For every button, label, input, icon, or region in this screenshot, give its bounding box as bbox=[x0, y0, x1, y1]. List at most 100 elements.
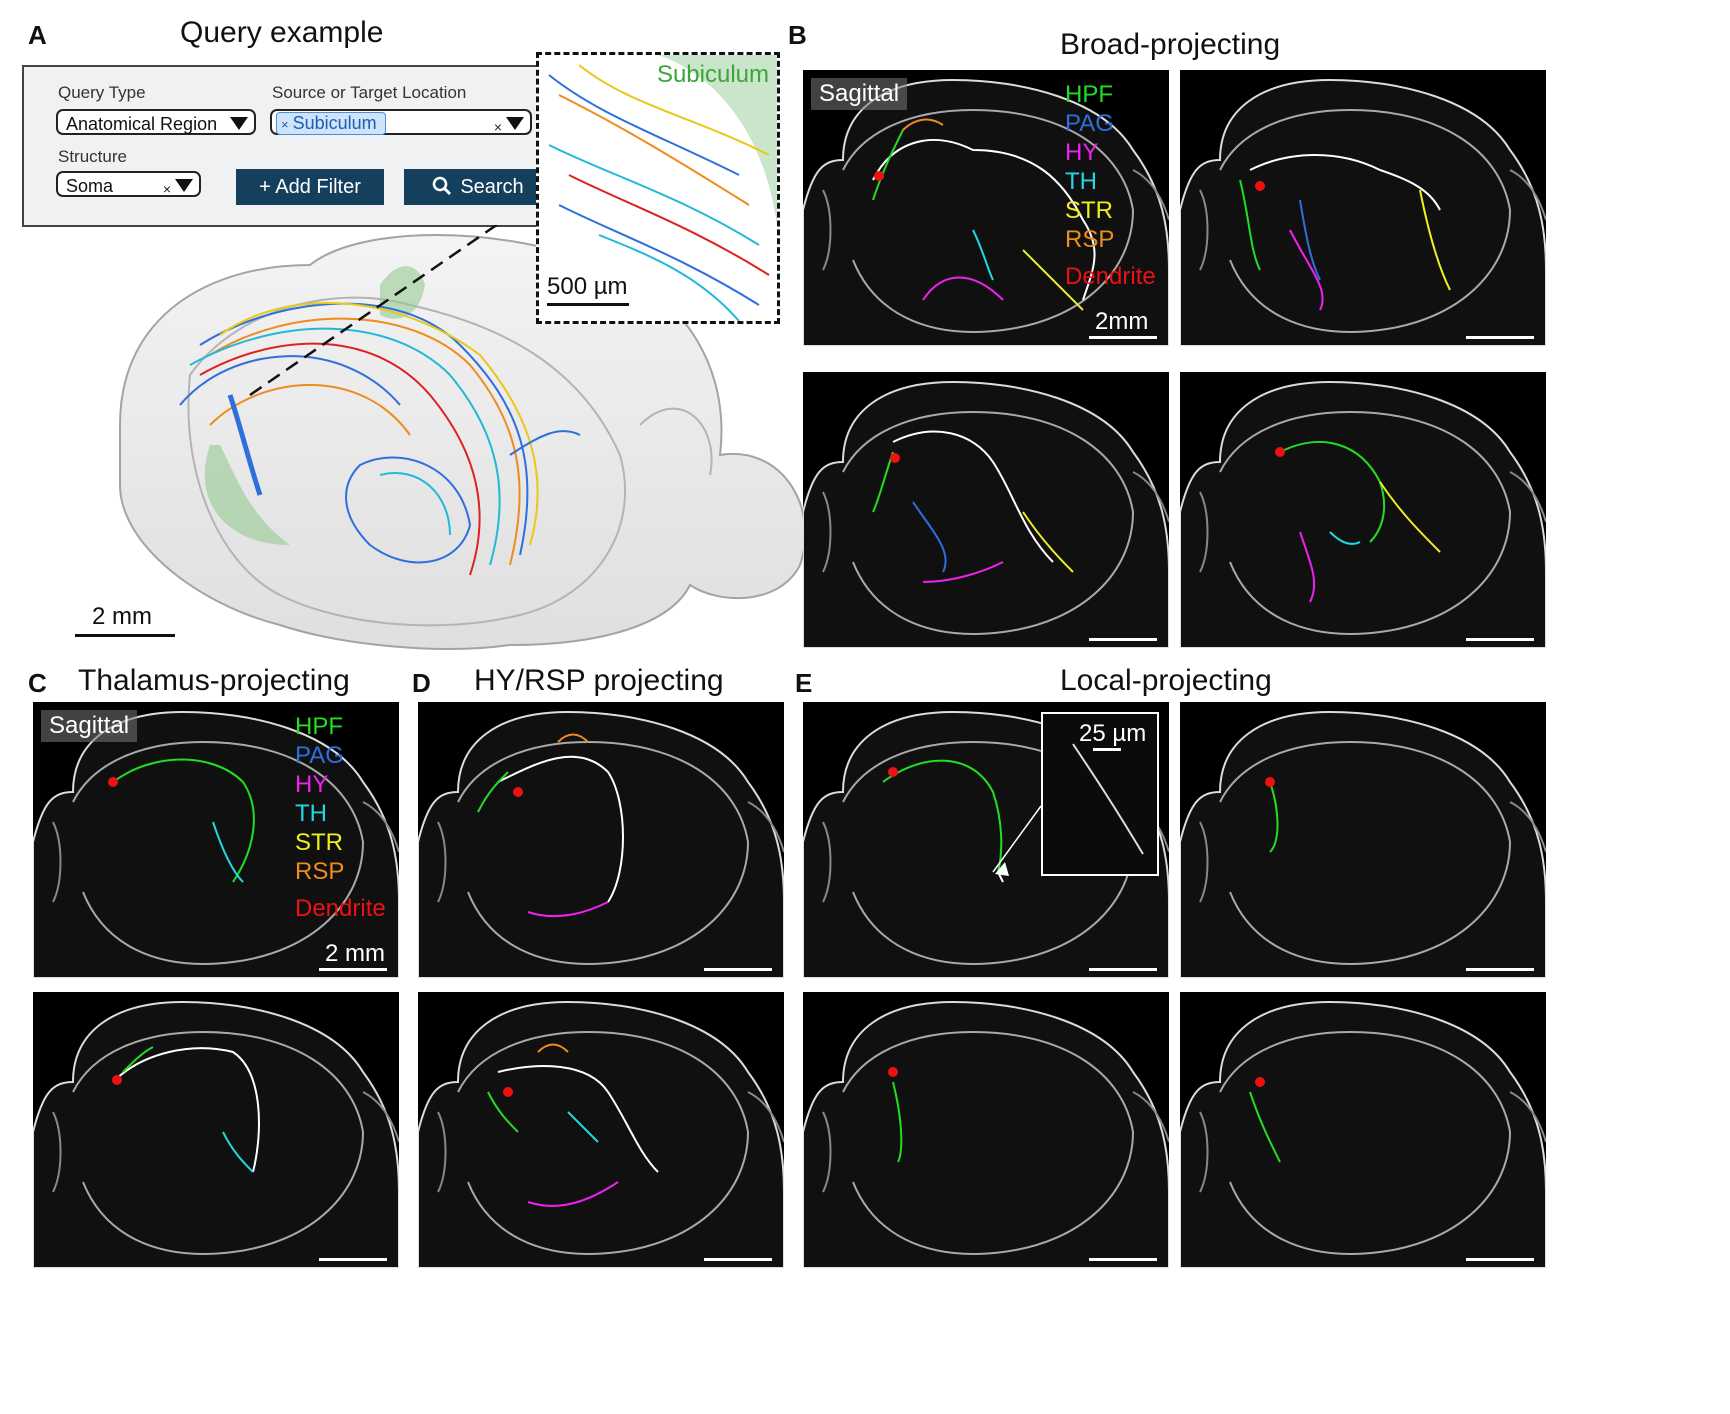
legend-hy: HY bbox=[1065, 139, 1099, 166]
legend-pag: PAG bbox=[295, 742, 344, 769]
hy-rsp-projecting-neuron-1 bbox=[418, 702, 784, 978]
location-label: Source or Target Location bbox=[272, 83, 467, 102]
legend-pag: PAG bbox=[1065, 110, 1114, 137]
neuron-trace bbox=[487, 1043, 659, 1207]
broad-projecting-neuron-4 bbox=[1180, 372, 1546, 648]
neuron-trace bbox=[1275, 441, 1441, 603]
scale-bar bbox=[704, 968, 772, 971]
legend: HPF PAG HY TH STR RSP Dendrite bbox=[1065, 80, 1156, 291]
legend-dendrite: Dendrite bbox=[1065, 263, 1156, 290]
structure-label: Structure bbox=[58, 147, 127, 166]
panel-d-title: HY/RSP projecting bbox=[474, 664, 724, 697]
search-icon bbox=[433, 176, 452, 196]
chevron-down-icon bbox=[175, 179, 193, 192]
query-form: Query Type Anatomical Region Source or T… bbox=[22, 65, 578, 227]
chevron-down-icon bbox=[506, 117, 524, 130]
panel-d-letter: D bbox=[412, 668, 431, 698]
broad-projecting-neuron-2 bbox=[1180, 70, 1546, 346]
brain-3d-figure bbox=[119, 225, 807, 650]
neuron-traces bbox=[179, 302, 581, 576]
hy-rsp-projecting-neuron-2 bbox=[418, 992, 784, 1268]
axon-zoom-inset: 25 µm bbox=[1041, 712, 1159, 876]
local-projecting-neuron-2 bbox=[1180, 702, 1546, 978]
neuron-trace bbox=[872, 118, 1096, 311]
view-label: Sagittal bbox=[41, 710, 138, 742]
broad-projecting-neuron-3 bbox=[803, 372, 1169, 648]
structure-select[interactable]: Soma × bbox=[56, 171, 201, 197]
view-label: Sagittal bbox=[811, 78, 908, 110]
chip-remove-icon[interactable]: × bbox=[281, 117, 289, 132]
scale-bar bbox=[1466, 638, 1534, 641]
inset-region-label: Subiculum bbox=[656, 61, 769, 88]
clear-icon[interactable]: × bbox=[162, 181, 171, 197]
scale-bar bbox=[1466, 1258, 1534, 1261]
search-label: Search bbox=[460, 176, 524, 198]
neuron-trace bbox=[1239, 154, 1451, 311]
scale-label: 2 mm bbox=[325, 940, 385, 967]
scale-bar bbox=[1089, 638, 1157, 641]
structure-value: Soma bbox=[66, 176, 114, 196]
add-filter-button[interactable]: + Add Filter bbox=[236, 169, 384, 205]
scale-label: 2mm bbox=[1095, 308, 1149, 335]
legend-str: STR bbox=[1065, 197, 1113, 224]
panel-c-title: Thalamus-projecting bbox=[78, 664, 350, 697]
neuron-trace bbox=[1249, 1077, 1281, 1163]
legend-hpf: HPF bbox=[1065, 81, 1113, 108]
scale-bar bbox=[1089, 1258, 1157, 1261]
local-projecting-neuron-1: 25 µm bbox=[803, 702, 1169, 978]
neuron-trace bbox=[108, 758, 255, 883]
inset-scale-bar bbox=[1093, 748, 1121, 751]
chevron-down-icon bbox=[230, 117, 248, 130]
neuron-trace bbox=[882, 759, 1042, 883]
inset-scale-bar bbox=[547, 303, 629, 306]
scale-bar bbox=[1089, 336, 1157, 339]
scale-bar bbox=[704, 1258, 772, 1261]
subiculum-region-top bbox=[380, 266, 425, 319]
neuron-trace bbox=[1265, 777, 1279, 853]
scale-bar bbox=[319, 1258, 387, 1261]
panel-c-letter: C bbox=[28, 668, 47, 698]
subiculum-region bbox=[204, 445, 290, 545]
scale-bar bbox=[1089, 968, 1157, 971]
panel-a-title: Query example bbox=[180, 16, 384, 49]
clear-icon[interactable]: × bbox=[493, 119, 502, 135]
legend-rsp: RSP bbox=[1065, 226, 1115, 253]
subiculum-inset: Subiculum 500 µm bbox=[536, 52, 780, 324]
thalamus-projecting-neuron-1: Sagittal HPF PAG HY TH STR RSP Dendrite … bbox=[33, 702, 399, 978]
inset-scale-label: 500 µm bbox=[547, 273, 628, 300]
legend-rsp: RSP bbox=[295, 858, 345, 885]
query-type-select[interactable]: Anatomical Region bbox=[56, 109, 256, 135]
panel-b-title: Broad-projecting bbox=[1060, 28, 1281, 61]
location-chip-label: Subiculum bbox=[292, 113, 377, 133]
location-chip[interactable]: × Subiculum bbox=[276, 112, 386, 135]
inset-scale-label: 25 µm bbox=[1079, 720, 1147, 747]
panel-a-scale-label: 2 mm bbox=[92, 603, 152, 630]
scale-bar bbox=[319, 968, 387, 971]
legend-th: TH bbox=[295, 800, 327, 827]
thalamus-projecting-neuron-2 bbox=[33, 992, 399, 1268]
scale-bar bbox=[1466, 336, 1534, 339]
legend: HPF PAG HY TH STR RSP Dendrite bbox=[295, 712, 386, 923]
search-button[interactable]: Search bbox=[404, 169, 552, 205]
scale-bar bbox=[1466, 968, 1534, 971]
panel-e-letter: E bbox=[795, 668, 813, 698]
query-type-value: Anatomical Region bbox=[66, 114, 218, 134]
legend-dendrite: Dendrite bbox=[295, 895, 386, 922]
panel-e-title: Local-projecting bbox=[1060, 664, 1272, 697]
location-select[interactable]: × Subiculum × bbox=[270, 109, 532, 135]
panel-a-scale-bar bbox=[75, 634, 175, 637]
panel-a-letter: A bbox=[28, 20, 47, 50]
local-projecting-neuron-3 bbox=[803, 992, 1169, 1268]
neuron-trace bbox=[112, 1046, 260, 1173]
legend-th: TH bbox=[1065, 168, 1097, 195]
broad-projecting-neuron-1: Sagittal HPF PAG HY TH STR RSP Dendrite … bbox=[803, 70, 1169, 346]
query-type-label: Query Type bbox=[58, 83, 146, 102]
neuron-trace bbox=[477, 733, 624, 918]
panel-b-letter: B bbox=[788, 20, 807, 50]
legend-str: STR bbox=[295, 829, 343, 856]
legend-hy: HY bbox=[295, 771, 329, 798]
legend-hpf: HPF bbox=[295, 713, 343, 740]
neuron-trace bbox=[888, 1067, 903, 1163]
subiculum-inset-traces bbox=[548, 55, 777, 321]
neuron-trace bbox=[872, 430, 1074, 583]
